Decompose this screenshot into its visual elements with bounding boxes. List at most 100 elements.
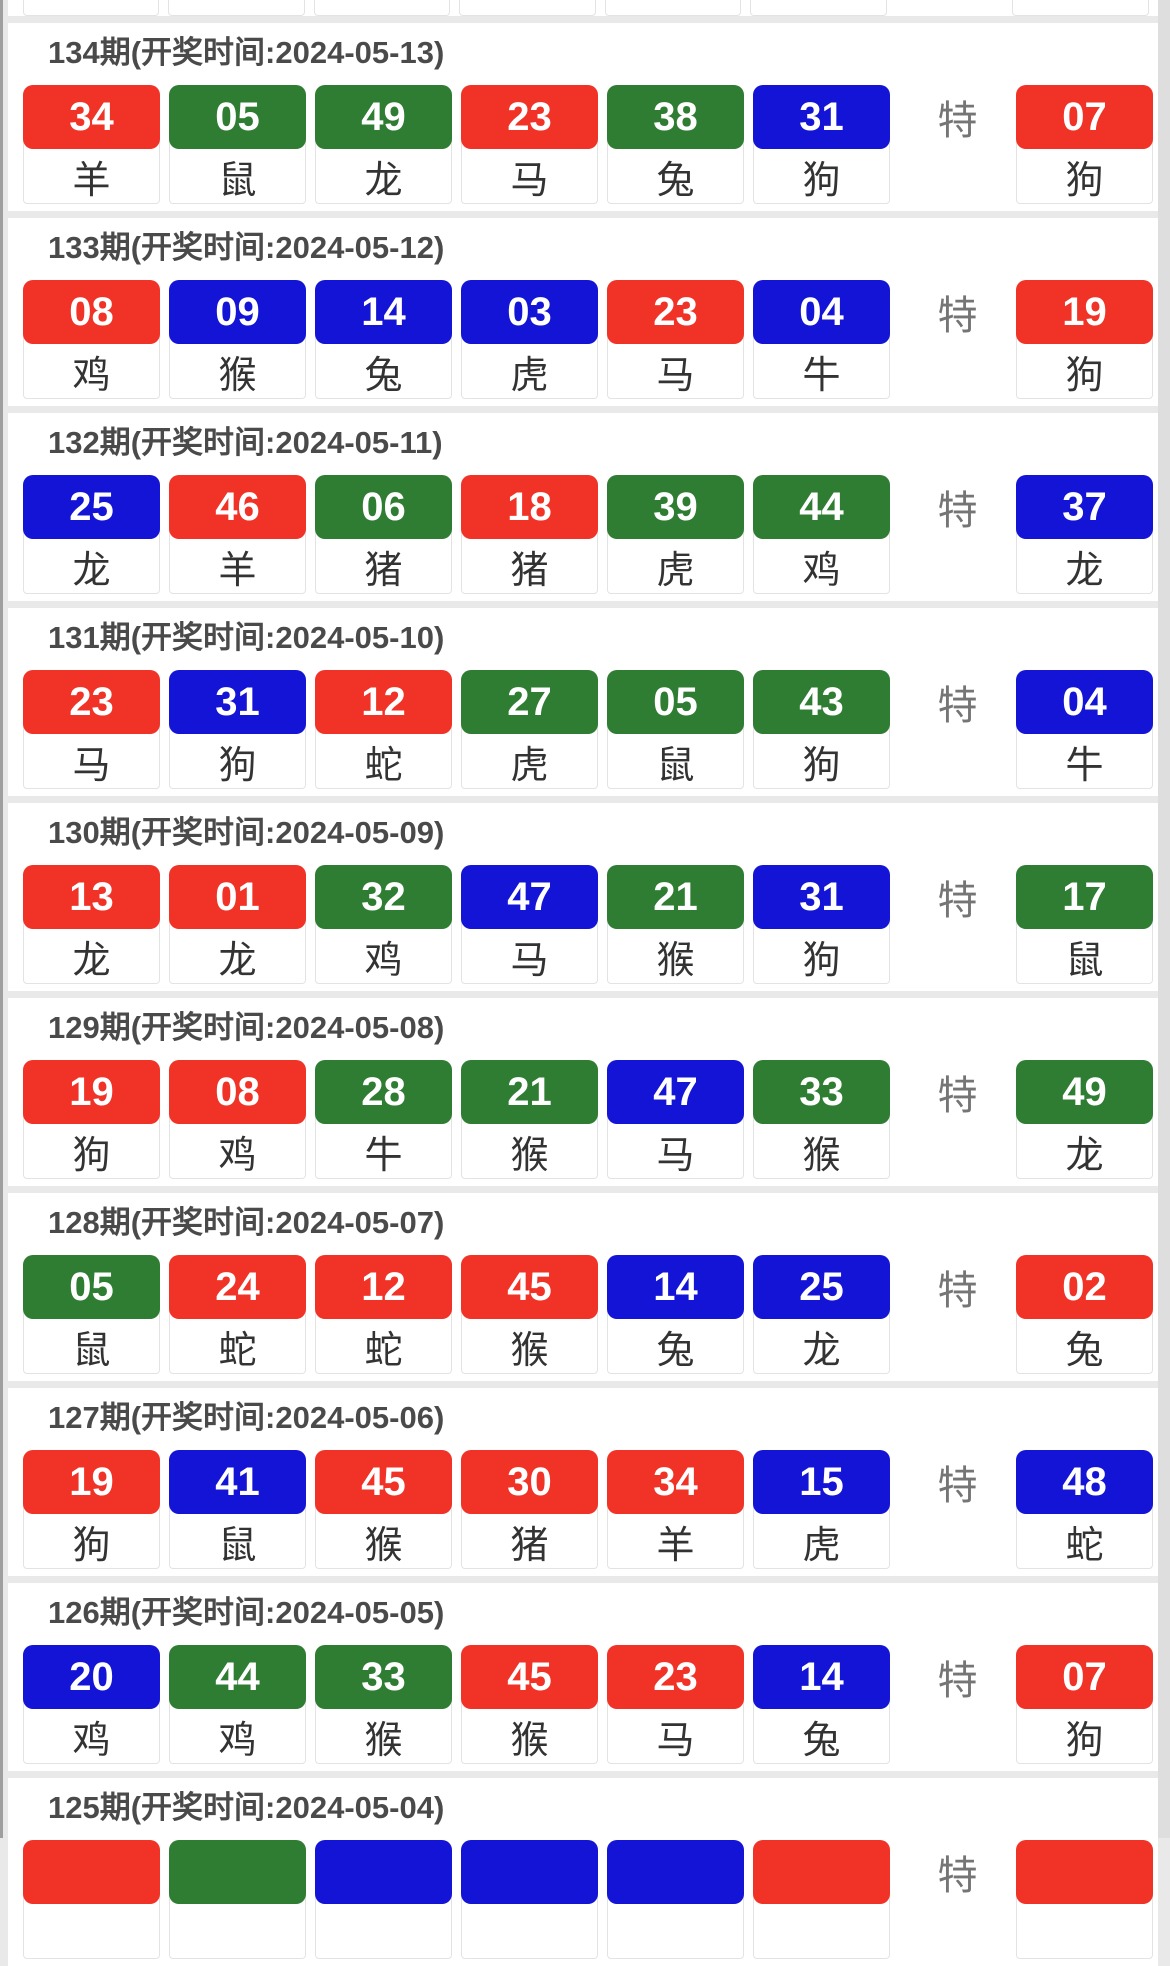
ball-number: 30 (461, 1450, 598, 1514)
zodiac-label: 猴 (462, 1319, 597, 1373)
ball-cell: 05 鼠 (169, 85, 306, 204)
zodiac-label: 羊 (608, 1514, 743, 1568)
balls-row: 特 (8, 1840, 1158, 1959)
special-ball-cell: 19 狗 (1016, 280, 1153, 399)
zodiac-label (316, 1904, 451, 1958)
draw-title: 132期(开奖时间:2024-05-11) (48, 425, 443, 460)
zodiac-label: 狗 (1017, 1709, 1152, 1763)
zodiac-label: 猴 (754, 1124, 889, 1178)
zodiac-label: 牛 (1017, 734, 1152, 788)
ball-number: 08 (23, 280, 160, 344)
ball-cell: 34 羊 (607, 1450, 744, 1569)
ball-number: 14 (607, 1255, 744, 1319)
ball-cell-remnant (459, 0, 596, 16)
special-ball-number: 02 (1016, 1255, 1153, 1319)
ball-cell: 01 龙 (169, 865, 306, 984)
zodiac-label: 兔 (754, 1709, 889, 1763)
special-ball-number: 48 (1016, 1450, 1153, 1514)
zodiac-label: 马 (608, 1124, 743, 1178)
ball-number: 32 (315, 865, 452, 929)
ball-cell: 28 牛 (315, 1060, 452, 1179)
draw-title: 129期(开奖时间:2024-05-08) (48, 1010, 445, 1045)
ball-cell: 14 兔 (315, 280, 452, 399)
special-ball-cell: 37 龙 (1016, 475, 1153, 594)
ball-number: 34 (23, 85, 160, 149)
ball-number (169, 1840, 306, 1904)
zodiac-label: 虎 (462, 734, 597, 788)
zodiac-label: 鸡 (170, 1124, 305, 1178)
ball-number: 43 (753, 670, 890, 734)
ball-cell: 19 狗 (23, 1450, 160, 1569)
draw-result-block: 130期(开奖时间:2024-05-09) 13 龙 01 龙 32 鸡 47 马 21 猴 31 狗特… (8, 803, 1158, 991)
ball-cell: 08 鸡 (169, 1060, 306, 1179)
ball-cell: 34 羊 (23, 85, 160, 204)
ball-cell: 21 猴 (607, 865, 744, 984)
zodiac-label: 鼠 (608, 734, 743, 788)
draw-result-block: 133期(开奖时间:2024-05-12) 08 鸡 09 猴 14 兔 03 虎 23 马 04 牛 特… (8, 218, 1158, 406)
zodiac-label (754, 1904, 889, 1958)
special-label: 特 (937, 489, 978, 533)
ball-number: 25 (753, 1255, 890, 1319)
ball-number (753, 1840, 890, 1904)
special-label: 特 (937, 1659, 978, 1703)
ball-number: 14 (315, 280, 452, 344)
draw-result-list: 134期(开奖时间:2024-05-13) 34 羊 05 鼠 49 龙 23 马 38 兔 31 狗特… (8, 23, 1158, 1966)
ball-number: 08 (169, 1060, 306, 1124)
ball-cell: 25 龙 (23, 475, 160, 594)
balls-row: 20 鸡 44 鸡 33 猴 45 猴 23 马 14 兔特 07 狗 (8, 1645, 1158, 1764)
ball-number: 21 (461, 1060, 598, 1124)
ball-cell: 31 狗 (753, 865, 890, 984)
ball-cell: 41 鼠 (169, 1450, 306, 1569)
special-ball-number: 04 (1016, 670, 1153, 734)
ball-number: 23 (461, 85, 598, 149)
ball-number: 23 (607, 280, 744, 344)
ball-cell: 23 马 (607, 1645, 744, 1764)
ball-cell: 18 猪 (461, 475, 598, 594)
ball-cell: 23 马 (461, 85, 598, 204)
ball-number (461, 1840, 598, 1904)
ball-cell: 47 马 (607, 1060, 744, 1179)
ball-cell: 14 兔 (753, 1645, 890, 1764)
zodiac-label: 牛 (754, 344, 889, 398)
zodiac-label: 虎 (754, 1514, 889, 1568)
zodiac-label: 马 (462, 929, 597, 983)
zodiac-label: 狗 (1017, 344, 1152, 398)
special-ball-number: 37 (1016, 475, 1153, 539)
ball-cell (607, 1840, 744, 1959)
ball-number: 34 (607, 1450, 744, 1514)
ball-number: 28 (315, 1060, 452, 1124)
ball-cell: 15 虎 (753, 1450, 890, 1569)
zodiac-label: 龙 (170, 929, 305, 983)
zodiac-label: 羊 (24, 149, 159, 203)
ball-number: 20 (23, 1645, 160, 1709)
special-label: 特 (937, 294, 978, 338)
draw-result-block: 132期(开奖时间:2024-05-11) 25 龙 46 羊 06 猪 18 猪 39 虎 44 鸡特… (8, 413, 1158, 601)
zodiac-label: 猴 (462, 1709, 597, 1763)
ball-number: 45 (461, 1255, 598, 1319)
zodiac-label: 鼠 (1017, 929, 1152, 983)
special-ball-cell: 02 兔 (1016, 1255, 1153, 1374)
ball-number: 44 (169, 1645, 306, 1709)
special-label: 特 (937, 1269, 978, 1313)
ball-number: 45 (315, 1450, 452, 1514)
ball-cell: 13 龙 (23, 865, 160, 984)
ball-cell (169, 1840, 306, 1959)
draw-result-block: 127期(开奖时间:2024-05-06) 19 狗 41 鼠 45 猴 30 猪 34 羊 15 虎 特… (8, 1388, 1158, 1576)
zodiac-label: 狗 (754, 734, 889, 788)
ball-number: 31 (169, 670, 306, 734)
zodiac-label: 猪 (316, 539, 451, 593)
zodiac-label: 狗 (754, 929, 889, 983)
ball-number (23, 1840, 160, 1904)
special-label: 特 (937, 1464, 978, 1508)
balls-row: 34 羊 05 鼠 49 龙 23 马 38 兔 31 狗特 07 狗 (8, 85, 1158, 204)
ball-number: 33 (753, 1060, 890, 1124)
zodiac-label: 鸡 (24, 1709, 159, 1763)
special-label: 特 (937, 1854, 978, 1898)
zodiac-label: 鼠 (170, 149, 305, 203)
ball-cell: 23 马 (23, 670, 160, 789)
zodiac-label: 猴 (608, 929, 743, 983)
ball-number: 47 (607, 1060, 744, 1124)
draw-title: 128期(开奖时间:2024-05-07) (48, 1205, 445, 1240)
zodiac-label: 虎 (462, 344, 597, 398)
zodiac-label (608, 1904, 743, 1958)
